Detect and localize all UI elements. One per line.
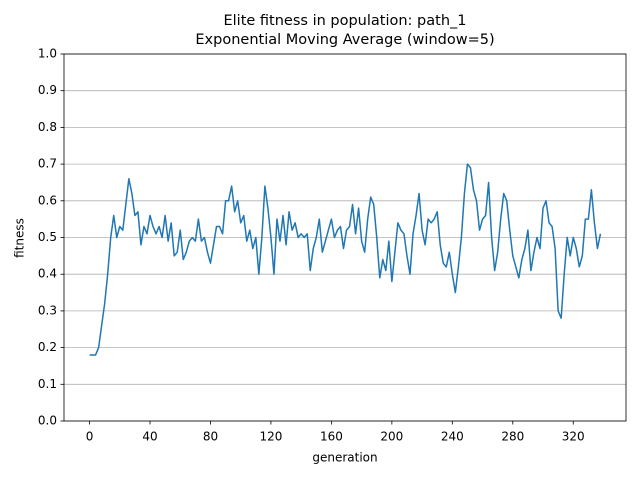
y-tick-label: 0.8 — [38, 120, 57, 134]
x-tick-label: 120 — [259, 430, 282, 444]
y-tick-label: 0.0 — [38, 414, 57, 428]
y-axis-label: fitness — [13, 218, 27, 258]
x-tick-label: 160 — [320, 430, 343, 444]
y-tick-label: 0.6 — [38, 193, 57, 207]
y-tick-label: 0.1 — [38, 377, 57, 391]
x-tick-label: 80 — [203, 430, 218, 444]
chart-subtitle: Exponential Moving Average (window=5) — [195, 32, 494, 48]
x-tick-label: 240 — [441, 430, 464, 444]
y-tick-label: 0.7 — [38, 157, 57, 171]
x-tick-label: 320 — [562, 430, 585, 444]
chart-title: Elite fitness in population: path_1 — [223, 13, 466, 29]
y-tick-label: 0.3 — [38, 303, 57, 317]
x-tick-label: 40 — [142, 430, 157, 444]
x-tick-label: 200 — [380, 430, 403, 444]
y-tick-label: 0.9 — [38, 83, 57, 97]
x-axis-label: generation — [312, 451, 377, 465]
x-tick-label: 280 — [501, 430, 524, 444]
y-tick-label: 1.0 — [38, 47, 57, 61]
x-tick-label: 0 — [86, 430, 94, 444]
y-tick-label: 0.2 — [38, 340, 57, 354]
y-tick-label: 0.4 — [38, 267, 57, 281]
data-line — [89, 163, 602, 356]
plot-frame — [63, 53, 627, 422]
y-tick-label: 0.5 — [38, 230, 57, 244]
